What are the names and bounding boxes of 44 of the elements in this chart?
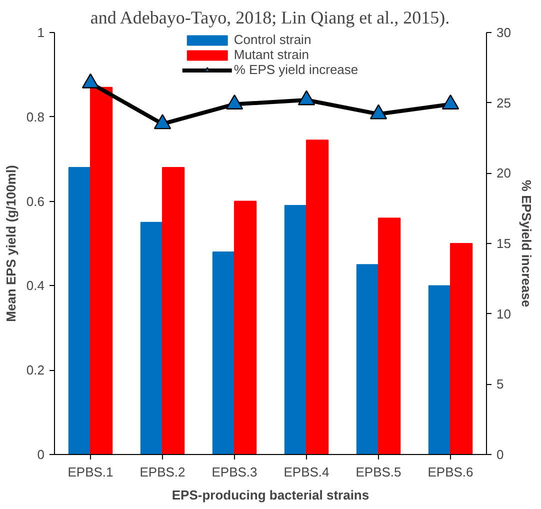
y2-axis-title: % EPSyield increase <box>518 180 534 308</box>
y-tick-label: 1 <box>37 25 45 40</box>
y2-tick-label: 15 <box>496 236 511 251</box>
bar <box>68 167 91 454</box>
y2-tick-label: 0 <box>496 447 504 462</box>
x-axis-title: EPS-producing bacterial strains <box>172 488 370 502</box>
x-tick-label: EPBS.1 <box>68 464 114 480</box>
bar <box>284 205 307 454</box>
x-tick-label: EPBS.2 <box>140 464 186 480</box>
y-tick-label: 0.8 <box>26 109 45 124</box>
text: and Adebayo-Tayo, 2018; Lin Qiang et al., 2015). <box>90 8 450 28</box>
x-tick-label: EPBS.5 <box>356 464 402 480</box>
y2-tick-label: 5 <box>496 376 504 392</box>
point <box>226 94 244 110</box>
bar <box>90 86 113 454</box>
x-tick-label: EPBS.6 <box>428 464 474 480</box>
y-tick-label: 0.6 <box>26 194 45 209</box>
y2-tick-label: 20 <box>496 166 511 181</box>
legend-label: % EPS yield increase <box>234 62 358 77</box>
point <box>442 94 460 110</box>
y-tick-label: 0.2 <box>26 362 45 378</box>
legend-label: Control strain <box>234 32 312 47</box>
bar <box>162 167 185 454</box>
bar <box>212 251 235 454</box>
point <box>370 104 388 120</box>
bar <box>378 218 401 454</box>
bar <box>450 243 473 454</box>
bar <box>356 264 379 454</box>
x-tick-label: EPBS.3 <box>212 464 258 480</box>
point <box>154 114 172 130</box>
bar <box>234 200 257 454</box>
bar <box>306 140 329 454</box>
legend-label: Mutant strain <box>234 47 310 62</box>
point <box>82 73 100 88</box>
bar <box>428 285 451 454</box>
y-axis-title: Mean EPS yield (g/100ml) <box>3 165 18 322</box>
x-tick-label: EPBS.4 <box>284 464 330 480</box>
point <box>298 90 316 106</box>
y-tick-label: 0 <box>37 447 45 462</box>
y2-tick-label: 30 <box>496 25 511 40</box>
y2-tick-label: 25 <box>496 95 511 110</box>
y2-tick-label: 10 <box>496 306 511 322</box>
y-tick-label: 0.4 <box>26 278 45 294</box>
bar <box>140 222 163 454</box>
